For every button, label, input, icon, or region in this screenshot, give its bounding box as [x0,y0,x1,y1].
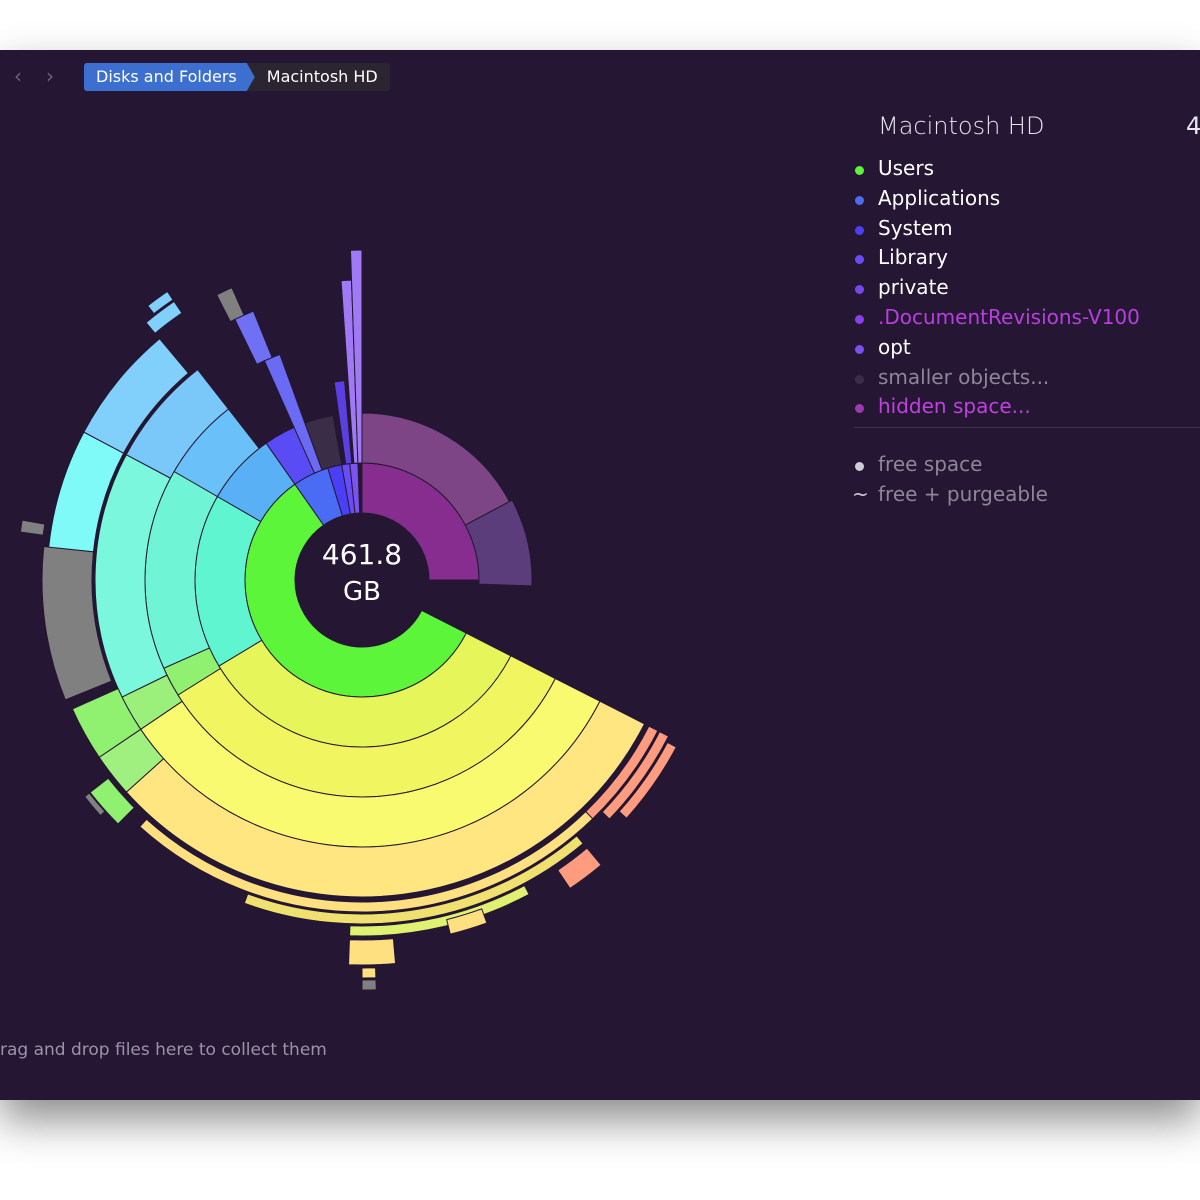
label: .DocumentRevisions-V100 [878,305,1140,329]
label: hidden space... [878,394,1031,419]
drop-hint: rag and drop files here to collect them [0,1040,327,1060]
back-button[interactable]: ‹ [14,64,22,88]
separator [854,427,1200,428]
dot [855,166,864,175]
label: smaller objects... [878,364,1050,389]
segments [19,249,678,991]
marker: ~ [852,482,869,506]
segment[interactable] [243,835,584,925]
label: free space [878,452,983,476]
segment[interactable] [349,249,363,464]
segment[interactable] [216,287,245,323]
segment[interactable] [145,300,183,335]
breadcrumb[interactable]: Disks and Folders [84,63,255,91]
segment[interactable] [19,519,46,536]
segment[interactable] [464,499,533,587]
segment[interactable] [147,290,174,315]
segment[interactable] [333,380,353,465]
dot [855,374,864,384]
dot [855,344,864,354]
disk-size: 4 [1186,112,1200,140]
label: System [878,215,953,240]
label: Library [878,245,948,270]
forward-button[interactable]: › [46,64,54,88]
dot [855,315,864,324]
sunburst: 461.8 GB [19,249,678,991]
label: free + purgeable [878,482,1048,506]
label: opt [878,334,911,359]
segment[interactable] [125,700,646,898]
segment[interactable] [349,462,361,514]
dot [855,225,864,235]
segment[interactable] [125,368,230,479]
segment[interactable] [361,967,377,979]
segment[interactable] [601,730,670,820]
segment[interactable] [618,741,678,819]
breadcrumbs: Disks and Folders Macintosh HD [84,63,390,91]
center-value: 461.8 [322,538,402,571]
label: Applications [878,185,1001,210]
breadcrumb[interactable]: Macintosh HD [246,63,390,91]
label: Users [878,156,935,180]
segment[interactable] [557,847,602,890]
segment[interactable] [71,687,142,758]
disk-title: Macintosh HD [878,112,1045,140]
segment[interactable] [139,810,594,913]
segment[interactable] [83,337,190,454]
segment[interactable] [348,938,397,966]
dot [855,462,864,471]
segment[interactable] [446,908,488,935]
dot [855,195,864,205]
dot [855,255,864,265]
window: ‹ › Disks and Folders Macintosh HD 461.8… [0,50,1200,1100]
segment[interactable] [83,792,106,817]
segment[interactable] [361,979,377,991]
dot [855,285,864,295]
center-unit: GB [343,577,381,607]
segment[interactable] [89,777,136,825]
segment[interactable] [304,414,343,471]
dot [855,404,864,414]
label: private [878,275,949,300]
segment[interactable] [234,310,273,365]
